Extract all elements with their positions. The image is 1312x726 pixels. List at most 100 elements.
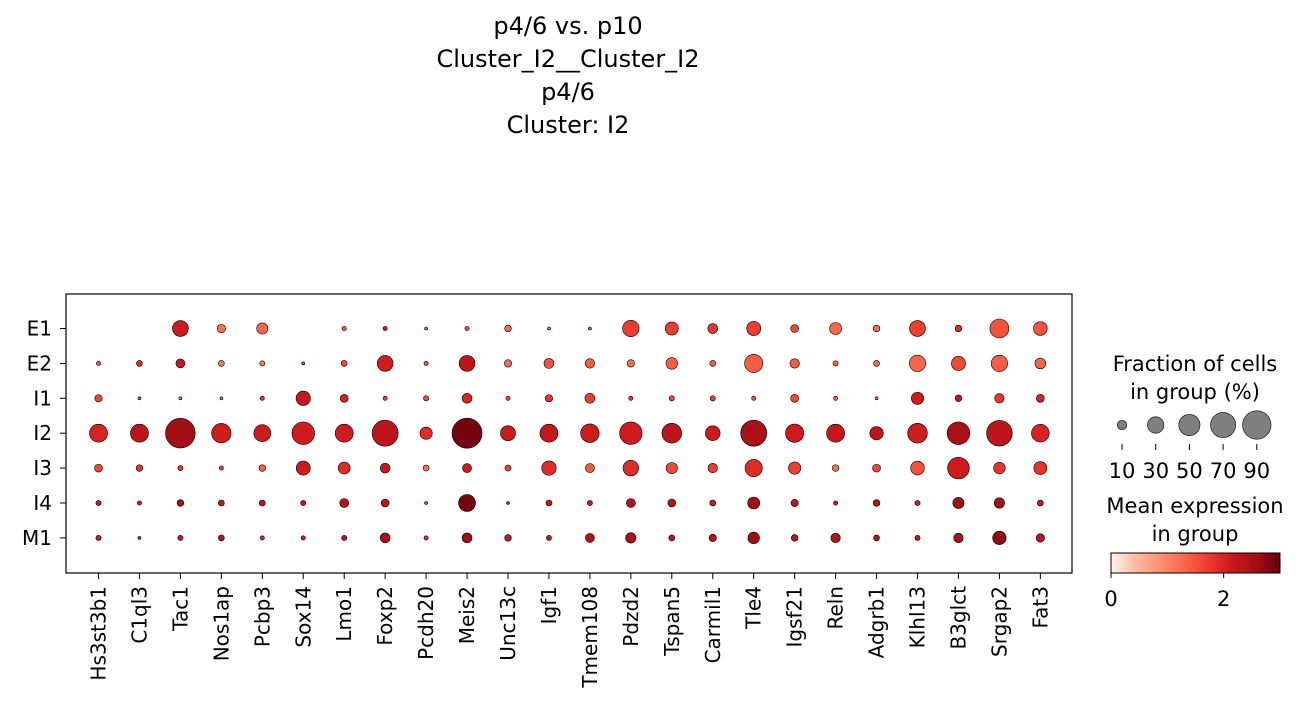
dot-E1-Reln xyxy=(829,322,842,335)
dot-I2-Hs3st3b1 xyxy=(89,423,108,443)
dot-M1-Foxp2 xyxy=(379,532,391,544)
dot-I2-Unc13c xyxy=(500,425,516,442)
dot-M1-C1ql3 xyxy=(137,536,142,540)
dot-I3-Tmem108 xyxy=(585,463,595,473)
dot-I2-Tle4 xyxy=(740,419,767,447)
dot-E1-Pdzd2 xyxy=(622,319,640,338)
dot-M1-Sox14 xyxy=(300,535,306,541)
x-tick-label: Tle4 xyxy=(742,586,766,630)
dot-I4-Tspan5 xyxy=(667,498,677,508)
dot-E1-Unc13c xyxy=(504,324,512,333)
dot-I1-Lmo1 xyxy=(339,394,349,403)
dot-I3-Pcdh20 xyxy=(422,464,430,472)
dot-I1-Igsf21 xyxy=(790,394,799,403)
x-tick-label: C1ql3 xyxy=(127,586,151,644)
dot-I3-Igsf21 xyxy=(788,461,802,475)
title-line: p4/6 xyxy=(541,78,595,106)
dot-I2-Nos1ap xyxy=(211,423,232,444)
size-legend-dot xyxy=(1178,414,1201,436)
dot-E1-Pcdh20 xyxy=(424,326,428,331)
dot-M1-Tmem108 xyxy=(585,533,595,543)
dot-I4-Nos1ap xyxy=(218,499,225,507)
dot-E1-Adgrb1 xyxy=(872,324,881,333)
dot-E1-Foxp2 xyxy=(382,326,388,331)
dot-I4-Srgap2 xyxy=(993,497,1005,509)
x-tick-label: Foxp2 xyxy=(373,586,397,646)
dot-I1-Meis2 xyxy=(461,393,473,404)
dot-I2-Pcdh20 xyxy=(419,426,433,440)
x-tick-label: Tspan5 xyxy=(660,586,684,657)
title-line: p4/6 vs. p10 xyxy=(493,12,643,40)
dot-I1-Pcdh20 xyxy=(423,395,429,402)
dot-I2-Adgrb1 xyxy=(869,426,884,441)
x-tick-label: Fat3 xyxy=(1028,586,1052,629)
dot-I2-Klhl13 xyxy=(907,423,928,444)
dot-I4-Fat3 xyxy=(1037,499,1044,507)
dot-M1-Meis2 xyxy=(461,532,473,544)
x-tick-label: Sox14 xyxy=(291,586,315,648)
color-legend-title: in group xyxy=(1152,522,1239,546)
dot-M1-Reln xyxy=(830,532,841,543)
dot-I4-Sox14 xyxy=(300,500,307,506)
dot-I4-Pcdh20 xyxy=(424,501,428,505)
dot-I4-Adgrb1 xyxy=(872,499,881,507)
dot-M1-Igsf21 xyxy=(791,534,799,542)
dot-M1-Tspan5 xyxy=(668,534,676,542)
dot-E1-Igf1 xyxy=(547,326,551,331)
dot-E2-Foxp2 xyxy=(376,355,394,372)
size-legend-title: in group (%) xyxy=(1130,380,1260,404)
dot-E1-Fat3 xyxy=(1033,321,1048,336)
dot-E2-Pcbp3 xyxy=(259,360,266,367)
color-legend-title: Mean expression xyxy=(1106,494,1283,518)
dot-I3-Tac1 xyxy=(177,465,184,471)
dot-M1-B3glct xyxy=(953,532,964,543)
dot-I3-Srgap2 xyxy=(993,461,1006,475)
x-tick-label: Adgrb1 xyxy=(865,586,889,658)
y-tick-label: I1 xyxy=(33,386,52,410)
dot-I2-Lmo1 xyxy=(334,423,354,443)
x-tick-label: Nos1ap xyxy=(209,586,233,661)
dot-I1-Klhl13 xyxy=(911,391,924,405)
dot-E2-Tspan5 xyxy=(665,357,678,370)
dot-I3-B3glct xyxy=(947,456,970,480)
dot-I4-Igsf21 xyxy=(790,499,799,507)
dot-I1-Tac1 xyxy=(178,396,183,401)
dot-M1-Tac1 xyxy=(177,535,184,541)
title-line: Cluster_I2__Cluster_I2 xyxy=(436,45,700,73)
size-legend-label: 50 xyxy=(1176,459,1203,483)
dot-E2-Klhl13 xyxy=(908,354,927,372)
dot-I2-Tac1 xyxy=(165,418,196,449)
dot-E2-Sox14 xyxy=(301,361,306,366)
dot-M1-Fat3 xyxy=(1035,533,1045,543)
dot-E2-Nos1ap xyxy=(218,360,225,367)
dot-E2-Fat3 xyxy=(1034,357,1047,370)
dot-I4-Unc13c xyxy=(506,501,510,505)
x-tick-label: Igsf21 xyxy=(783,586,807,648)
dot-M1-Lmo1 xyxy=(341,535,348,541)
dot-E2-Tmem108 xyxy=(584,358,595,369)
dot-E2-Srgap2 xyxy=(990,354,1008,372)
dot-E2-Meis2 xyxy=(458,355,476,372)
dot-I1-Unc13c xyxy=(505,395,511,401)
dot-I1-C1ql3 xyxy=(137,396,142,401)
dot-E1-Meis2 xyxy=(464,326,470,331)
dot-I1-Tle4 xyxy=(751,395,757,401)
size-legend-title: Fraction of cells xyxy=(1113,352,1278,376)
dot-I2-Pdzd2 xyxy=(619,421,643,445)
x-tick-label: Lmo1 xyxy=(332,586,356,642)
dot-E1-Pcbp3 xyxy=(256,322,269,335)
dot-E2-Tac1 xyxy=(175,358,186,369)
dot-I2-C1ql3 xyxy=(130,423,149,443)
dot-I1-Igf1 xyxy=(544,394,553,403)
dot-I4-Tmem108 xyxy=(587,500,593,506)
dot-I4-Lmo1 xyxy=(339,498,350,508)
x-tick-label: Unc13c xyxy=(496,586,520,661)
dot-M1-Nos1ap xyxy=(218,534,225,542)
dot-I3-Foxp2 xyxy=(379,462,391,474)
y-tick-label: E1 xyxy=(27,317,52,341)
dot-I1-Carmil1 xyxy=(709,395,716,402)
dot-M1-Pcbp3 xyxy=(259,535,265,541)
dot-E2-Carmil1 xyxy=(709,360,717,367)
dot-I4-Igf1 xyxy=(545,499,553,507)
